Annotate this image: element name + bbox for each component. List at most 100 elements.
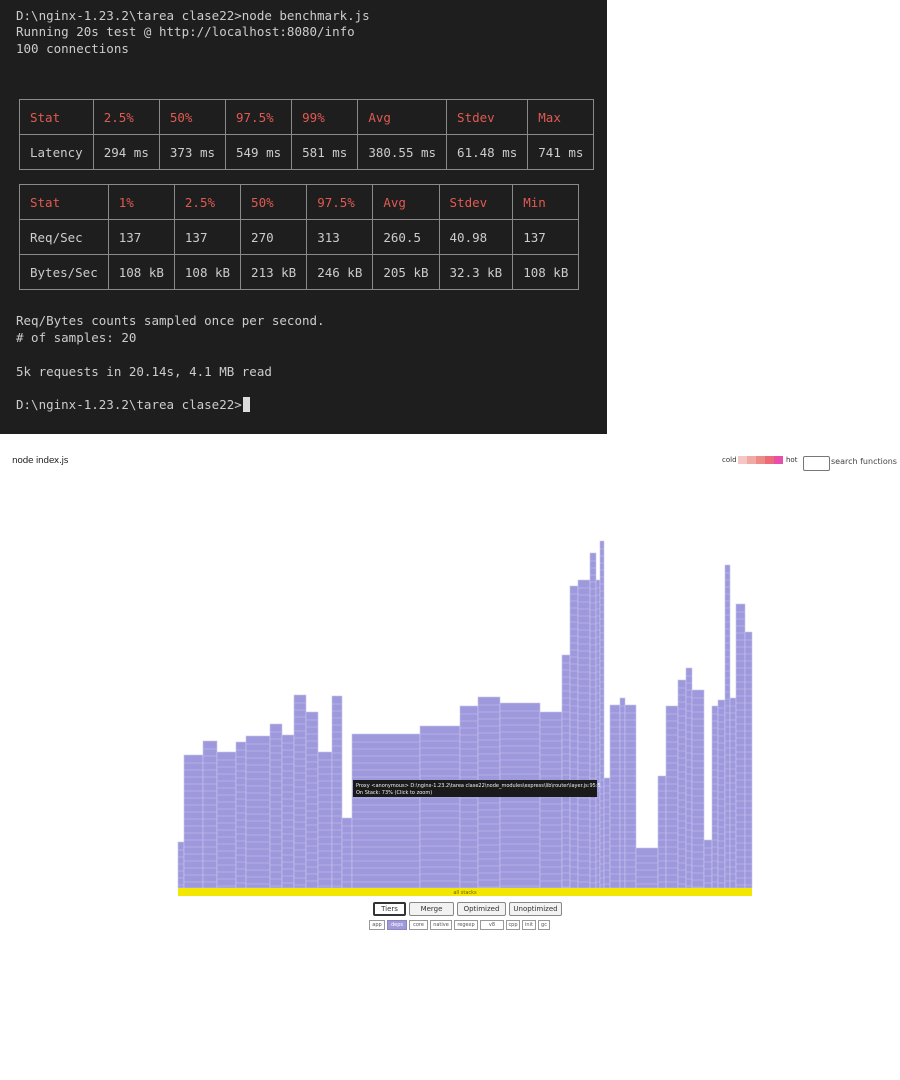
requests-summary-line: 5k requests in 20.14s, 4.1 MB read bbox=[16, 364, 272, 379]
legend-swatch bbox=[774, 456, 783, 464]
stack-frame[interactable] bbox=[635, 847, 659, 889]
table-cell: 380.55 ms bbox=[357, 134, 448, 170]
stack-frame[interactable] bbox=[609, 704, 621, 889]
table-header-cell: Stdev bbox=[446, 99, 529, 135]
flamegraph-title: node index.js bbox=[12, 456, 69, 466]
prompt-line[interactable]: D:\nginx-1.23.2\tarea clase22> bbox=[16, 397, 250, 413]
stack-frame[interactable] bbox=[677, 679, 687, 889]
stack-frame[interactable] bbox=[177, 841, 185, 889]
chip-cpp[interactable]: cpp bbox=[506, 920, 520, 930]
merge-button[interactable]: Merge bbox=[409, 902, 454, 916]
chip-v8[interactable]: v8 bbox=[480, 920, 504, 930]
table-header-cell: 2.5% bbox=[173, 184, 242, 220]
stack-frame[interactable] bbox=[577, 579, 591, 889]
stack-frame[interactable] bbox=[717, 699, 726, 889]
root-frame[interactable] bbox=[178, 888, 752, 896]
table-cell: 260.5 bbox=[372, 219, 440, 255]
sample-note-line: Req/Bytes counts sampled once per second… bbox=[16, 313, 325, 328]
stack-frame[interactable] bbox=[351, 733, 421, 889]
latency-table: Stat 2.5% 50% 97.5% 99% Avg Stdev Max La… bbox=[19, 99, 595, 170]
unoptimized-button[interactable]: Unoptimized bbox=[509, 902, 562, 916]
table-cell: Latency bbox=[19, 134, 94, 170]
table-cell: 213 kB bbox=[240, 254, 308, 290]
chip-app[interactable]: app bbox=[369, 920, 385, 930]
table-cell: 581 ms bbox=[291, 134, 359, 170]
search-input[interactable] bbox=[803, 456, 830, 471]
table-header-cell: 97.5% bbox=[306, 184, 374, 220]
stack-frame[interactable] bbox=[569, 585, 579, 889]
chip-deps[interactable]: deps bbox=[387, 920, 407, 930]
test-info-line: Running 20s test @ http://localhost:8080… bbox=[16, 24, 355, 39]
stack-frame[interactable] bbox=[216, 751, 237, 889]
bytes-sec-row: Bytes/Sec 108 kB 108 kB 213 kB 246 kB 20… bbox=[19, 254, 580, 290]
stack-frame[interactable] bbox=[665, 705, 679, 889]
stack-frame[interactable] bbox=[269, 723, 283, 889]
prompt-text: D:\nginx-1.23.2\tarea clase22> bbox=[16, 397, 242, 412]
table-cell: 205 kB bbox=[372, 254, 440, 290]
text-cursor bbox=[242, 397, 250, 412]
stack-frame[interactable] bbox=[561, 654, 571, 889]
tooltip-text: On Stack: 73% (Click to zoom) bbox=[356, 790, 432, 796]
chip-init[interactable]: init bbox=[522, 920, 536, 930]
root-frame-label: all stacks bbox=[453, 890, 477, 896]
table-cell: 40.98 bbox=[438, 219, 514, 255]
frame-tooltip bbox=[353, 780, 597, 797]
stack-frame[interactable] bbox=[735, 603, 746, 889]
stack-frame[interactable] bbox=[595, 579, 601, 889]
req-sec-row: Req/Sec 137 137 270 313 260.5 40.98 137 bbox=[19, 219, 580, 255]
stack-frame[interactable] bbox=[419, 725, 461, 889]
optimized-button[interactable]: Optimized bbox=[457, 902, 506, 916]
stack-frame[interactable] bbox=[317, 751, 333, 889]
stack-frame[interactable] bbox=[245, 735, 271, 889]
stack-frame[interactable] bbox=[624, 704, 637, 889]
throughput-table: Stat 1% 2.5% 50% 97.5% Avg Stdev Min Req… bbox=[19, 184, 580, 290]
table-cell: 549 ms bbox=[224, 134, 293, 170]
table-header-cell: Stat bbox=[19, 99, 94, 135]
legend-swatch bbox=[756, 456, 765, 464]
stack-frame[interactable] bbox=[305, 711, 319, 889]
table-cell: 313 bbox=[306, 219, 374, 255]
stack-frame[interactable] bbox=[281, 734, 295, 889]
stack-frame[interactable] bbox=[341, 817, 353, 889]
table-cell: 373 ms bbox=[158, 134, 227, 170]
stack-frame[interactable] bbox=[711, 705, 719, 889]
chip-native[interactable]: native bbox=[430, 920, 452, 930]
table-cell: 246 kB bbox=[306, 254, 374, 290]
flamegraph[interactable]: all stacks Proxy <anonymous> D:\nginx-1.2… bbox=[0, 0, 900, 900]
table-cell: Bytes/Sec bbox=[19, 254, 109, 290]
chip-gc[interactable]: gc bbox=[538, 920, 550, 930]
table-header-cell: 2.5% bbox=[92, 99, 160, 135]
table-header-cell: 50% bbox=[158, 99, 227, 135]
table-header-cell: Avg bbox=[357, 99, 448, 135]
table-cell: 741 ms bbox=[527, 134, 595, 170]
legend-swatch bbox=[738, 456, 747, 464]
tiers-button[interactable]: Tiers bbox=[373, 902, 406, 916]
search-label: search functions bbox=[831, 457, 897, 466]
heat-legend: cold hot search functions bbox=[722, 455, 900, 477]
stack-frame[interactable] bbox=[603, 777, 611, 889]
table-header-cell: Stdev bbox=[438, 184, 514, 220]
stack-frame[interactable] bbox=[724, 564, 731, 889]
table-cell: 270 bbox=[240, 219, 308, 255]
latency-row: Latency 294 ms 373 ms 549 ms 581 ms 380.… bbox=[19, 134, 595, 170]
table-header-cell: 50% bbox=[240, 184, 308, 220]
stack-frame[interactable] bbox=[539, 711, 563, 889]
chip-core[interactable]: core bbox=[409, 920, 428, 930]
chip-regexp[interactable]: regexp bbox=[454, 920, 478, 930]
latency-header-row: Stat 2.5% 50% 97.5% 99% Avg Stdev Max bbox=[19, 99, 595, 135]
stack-frame[interactable] bbox=[744, 631, 753, 889]
connections-line: 100 connections bbox=[16, 41, 129, 56]
stack-frame[interactable] bbox=[685, 667, 693, 889]
stack-frame[interactable] bbox=[619, 697, 626, 889]
samples-count-line: # of samples: 20 bbox=[16, 330, 137, 345]
legend-hot-label: hot bbox=[786, 456, 798, 464]
command-line: D:\nginx-1.23.2\tarea clase22>node bench… bbox=[16, 8, 370, 23]
stack-frame[interactable] bbox=[703, 839, 713, 889]
table-cell: 108 kB bbox=[173, 254, 242, 290]
tooltip-text: Proxy <anonymous> D:\nginx-1.23.2\tarea … bbox=[356, 783, 601, 789]
table-header-cell: 97.5% bbox=[224, 99, 293, 135]
legend-swatch bbox=[747, 456, 756, 464]
table-header-cell: Min bbox=[512, 184, 580, 220]
stack-frame[interactable] bbox=[729, 697, 737, 889]
stack-frame[interactable] bbox=[657, 775, 667, 889]
